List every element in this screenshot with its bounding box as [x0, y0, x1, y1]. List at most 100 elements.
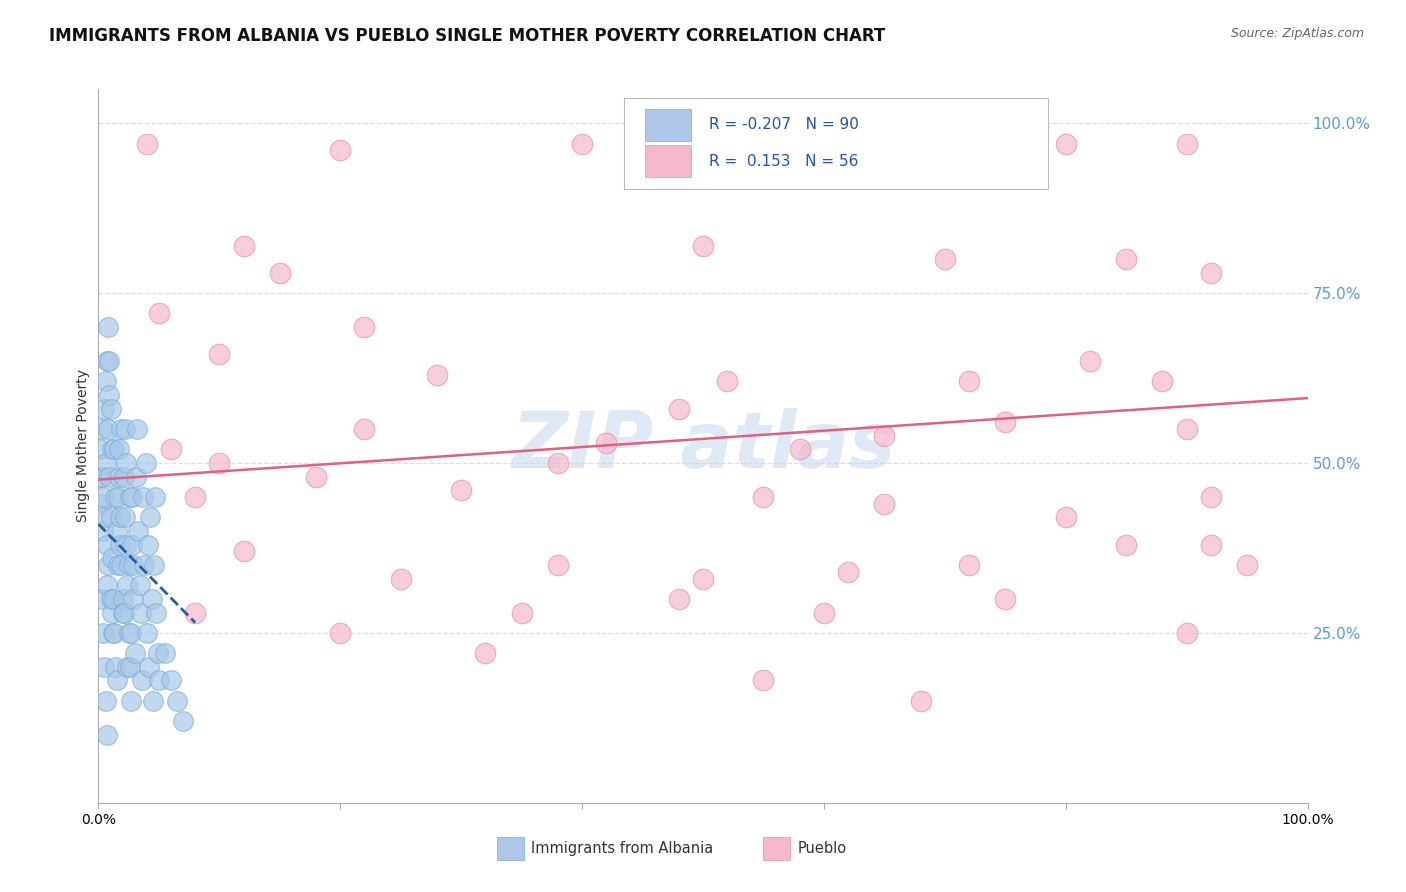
Point [547, 558, 569, 572]
Point [474, 646, 496, 660]
Text: Immigrants from Albania: Immigrants from Albania [531, 841, 714, 856]
Point [117, 578, 139, 592]
Point [143, 490, 166, 504]
Point [107, 490, 129, 504]
Point [172, 714, 194, 729]
Point [121, 537, 143, 551]
Point [120, 626, 142, 640]
Point [97, 320, 120, 334]
Y-axis label: Single Mother Poverty: Single Mother Poverty [76, 369, 90, 523]
Point [122, 591, 145, 606]
Point [148, 306, 170, 320]
Point [873, 497, 896, 511]
Point [146, 646, 169, 660]
Bar [645, 109, 690, 141]
Point [118, 490, 141, 504]
Point [184, 490, 207, 504]
Point [91, 469, 114, 483]
Point [145, 606, 167, 620]
Point [668, 591, 690, 606]
Point [110, 558, 132, 572]
Point [111, 591, 134, 606]
Point [994, 415, 1017, 429]
Point [115, 537, 138, 551]
Point [1054, 136, 1077, 151]
Point [752, 490, 775, 504]
Point [93, 510, 115, 524]
Point [789, 442, 811, 457]
Point [127, 422, 149, 436]
Point [141, 591, 163, 606]
Point [114, 510, 136, 524]
Point [97, 558, 120, 572]
Point [153, 646, 176, 660]
Point [114, 422, 136, 436]
Point [94, 375, 117, 389]
Point [160, 442, 183, 457]
Point [138, 660, 160, 674]
Point [1054, 510, 1077, 524]
Point [121, 490, 143, 504]
Bar [498, 837, 524, 860]
Point [1078, 354, 1101, 368]
Point [1199, 537, 1222, 551]
Point [208, 456, 231, 470]
Point [160, 673, 183, 688]
Point [100, 510, 122, 524]
Point [1115, 252, 1137, 266]
Point [132, 490, 155, 504]
Point [104, 490, 127, 504]
Point [100, 591, 122, 606]
Point [105, 524, 128, 538]
Point [98, 469, 121, 483]
Point [90, 469, 112, 483]
Point [668, 401, 690, 416]
Text: Pueblo: Pueblo [797, 841, 846, 856]
Text: IMMIGRANTS FROM ALBANIA VS PUEBLO SINGLE MOTHER POVERTY CORRELATION CHART: IMMIGRANTS FROM ALBANIA VS PUEBLO SINGLE… [49, 27, 886, 45]
Point [305, 469, 328, 483]
Point [873, 429, 896, 443]
FancyBboxPatch shape [624, 98, 1047, 189]
Point [108, 537, 131, 551]
Point [96, 354, 118, 368]
Point [131, 673, 153, 688]
Point [510, 606, 533, 620]
Point [91, 490, 114, 504]
Point [89, 442, 111, 457]
Point [232, 238, 254, 252]
Point [97, 422, 120, 436]
Point [108, 469, 131, 483]
Point [90, 497, 112, 511]
Point [1115, 537, 1137, 551]
Point [329, 626, 352, 640]
Point [105, 673, 128, 688]
Point [1175, 626, 1198, 640]
Point [103, 626, 125, 640]
Text: ZIP atlas: ZIP atlas [510, 408, 896, 484]
Point [143, 558, 166, 572]
Point [103, 442, 125, 457]
Point [125, 469, 148, 483]
Point [118, 558, 141, 572]
Point [142, 694, 165, 708]
Point [910, 136, 932, 151]
Point [426, 368, 449, 382]
Point [1199, 266, 1222, 280]
Point [107, 558, 129, 572]
Point [135, 136, 157, 151]
Bar [645, 145, 690, 177]
Point [100, 442, 122, 457]
Point [166, 694, 188, 708]
Point [98, 354, 121, 368]
Point [91, 524, 114, 538]
Point [571, 136, 593, 151]
Point [108, 510, 131, 524]
Point [329, 144, 352, 158]
Point [1152, 375, 1174, 389]
Point [93, 660, 115, 674]
Point [692, 238, 714, 252]
Point [269, 266, 291, 280]
Point [136, 537, 159, 551]
Point [117, 660, 139, 674]
Point [135, 626, 157, 640]
